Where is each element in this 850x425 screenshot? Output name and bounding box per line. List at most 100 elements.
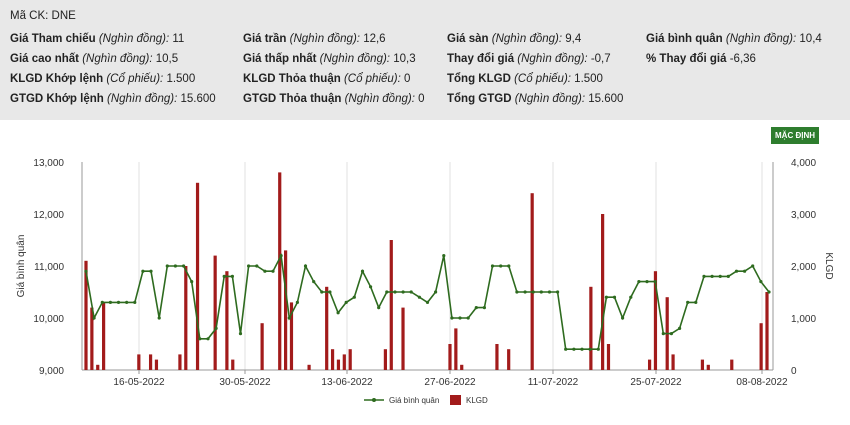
price-point bbox=[173, 264, 177, 268]
price-point bbox=[612, 295, 617, 299]
price-point bbox=[255, 264, 259, 268]
price-point bbox=[523, 290, 527, 294]
y-right-tick-label: 1,000 bbox=[791, 314, 816, 325]
price-point bbox=[133, 300, 137, 304]
volume-bar bbox=[706, 364, 710, 370]
symbol-label: Mã CK: bbox=[10, 10, 49, 22]
volume-bar bbox=[348, 349, 352, 370]
volume-bar bbox=[90, 307, 94, 370]
legend-volume-label: KLGD bbox=[466, 396, 488, 405]
info-field: Thay đổi giá (Nghìn đồng): -0,7 bbox=[447, 53, 611, 65]
price-point bbox=[206, 337, 210, 341]
price-point bbox=[263, 269, 267, 273]
price-point bbox=[401, 290, 405, 294]
y-left-tick-label: 9,000 bbox=[39, 366, 64, 377]
price-point bbox=[222, 274, 226, 278]
price-point bbox=[141, 269, 145, 273]
volume-bar bbox=[213, 255, 217, 370]
x-tick-label: 27-06-2022 bbox=[424, 377, 476, 388]
info-field-value: 1.500 bbox=[166, 73, 196, 85]
info-field-value: 15.600 bbox=[588, 93, 624, 105]
price-point bbox=[198, 337, 202, 341]
price-point bbox=[621, 316, 625, 320]
info-field-unit: (Nghìn đồng): bbox=[725, 33, 797, 45]
volume-bar bbox=[102, 302, 106, 370]
price-point bbox=[417, 295, 421, 299]
volume-bar bbox=[96, 364, 100, 370]
price-point bbox=[369, 285, 373, 289]
price-point bbox=[425, 300, 430, 304]
price-point bbox=[539, 290, 543, 294]
legend-price-label: Giá bình quân bbox=[389, 396, 439, 405]
info-field: GTGD Thỏa thuận (Nghìn đồng): 0 bbox=[243, 93, 425, 105]
info-field-unit: (Nghìn đồng): bbox=[491, 33, 563, 45]
y-right-tick-label: 4,000 bbox=[791, 158, 816, 169]
stock-info-panel: Mã CK: DNE Giá Tham chiếu (Nghìn đồng): … bbox=[0, 0, 850, 120]
price-point bbox=[295, 300, 299, 304]
price-point bbox=[669, 332, 674, 336]
price-point bbox=[328, 290, 332, 294]
legend-bar-swatch bbox=[450, 395, 461, 405]
info-field-label: Giá sàn bbox=[447, 33, 492, 45]
price-point bbox=[377, 306, 381, 310]
info-field-value: 0 bbox=[418, 93, 425, 105]
price-point bbox=[230, 274, 234, 278]
price-point bbox=[474, 306, 478, 310]
info-field-value: 9,4 bbox=[565, 33, 582, 45]
y-left-tick-label: 11,000 bbox=[34, 262, 64, 273]
price-point bbox=[767, 290, 771, 294]
price-point bbox=[352, 295, 356, 299]
info-field-unit: (Cổ phiếu): bbox=[514, 73, 571, 85]
info-field-value: 0 bbox=[404, 73, 411, 85]
volume-bar bbox=[606, 344, 611, 370]
volume-bar bbox=[231, 359, 235, 370]
price-point bbox=[165, 264, 169, 268]
price-point bbox=[182, 264, 186, 268]
price-point bbox=[499, 264, 503, 268]
info-field-value: 10,4 bbox=[799, 33, 822, 45]
volume-bar bbox=[495, 344, 499, 370]
volume-bar bbox=[195, 182, 200, 370]
price-point bbox=[409, 290, 413, 294]
info-field: Giá sàn (Nghìn đồng): 9,4 bbox=[447, 33, 581, 45]
info-field-unit: (Nghìn đồng): bbox=[106, 93, 178, 105]
price-point bbox=[238, 332, 243, 336]
volume-bar bbox=[84, 260, 88, 370]
price-point bbox=[466, 316, 470, 320]
price-point bbox=[287, 316, 291, 320]
volume-bar bbox=[383, 349, 388, 370]
y-right-axis-label: KLGD bbox=[823, 252, 834, 279]
volume-bar bbox=[448, 344, 452, 370]
info-field-label: KLGD Khớp lệnh bbox=[10, 73, 107, 85]
price-point bbox=[702, 274, 706, 278]
info-field-label: KLGD Thỏa thuận bbox=[243, 73, 344, 85]
info-field-value: 15.600 bbox=[180, 93, 216, 105]
info-field-unit: (Cổ phiếu): bbox=[343, 73, 401, 85]
price-point bbox=[116, 300, 121, 304]
y-left-tick-label: 13,000 bbox=[33, 158, 64, 169]
info-field-label: GTGD Khớp lệnh bbox=[10, 93, 107, 105]
price-point bbox=[149, 269, 153, 273]
volume-bar bbox=[154, 359, 159, 370]
price-point bbox=[751, 264, 755, 268]
volume-bar bbox=[225, 271, 229, 370]
volume-bar bbox=[759, 323, 763, 370]
volume-bar bbox=[307, 364, 311, 370]
info-field: Giá thấp nhất (Nghìn đồng): 10,3 bbox=[243, 53, 416, 65]
price-point bbox=[645, 280, 649, 284]
price-point bbox=[157, 316, 161, 320]
price-point bbox=[125, 300, 129, 304]
default-badge-button[interactable]: MẶC ĐỊNH bbox=[771, 127, 819, 144]
volume-bar bbox=[460, 364, 464, 370]
info-field-value: -0,7 bbox=[590, 53, 611, 65]
price-point bbox=[694, 300, 698, 304]
info-field: GTGD Khớp lệnh (Nghìn đồng): 15.600 bbox=[10, 93, 216, 105]
info-field-value: 12,6 bbox=[363, 33, 386, 45]
info-field-unit: (Nghìn đồng): bbox=[289, 33, 360, 45]
x-tick-label: 13-06-2022 bbox=[321, 377, 373, 388]
volume-bar bbox=[137, 354, 141, 370]
info-field: Giá trần (Nghìn đồng): 12,6 bbox=[243, 33, 386, 45]
info-field-unit: (Nghìn đồng): bbox=[82, 53, 153, 65]
volume-bar bbox=[184, 266, 188, 370]
